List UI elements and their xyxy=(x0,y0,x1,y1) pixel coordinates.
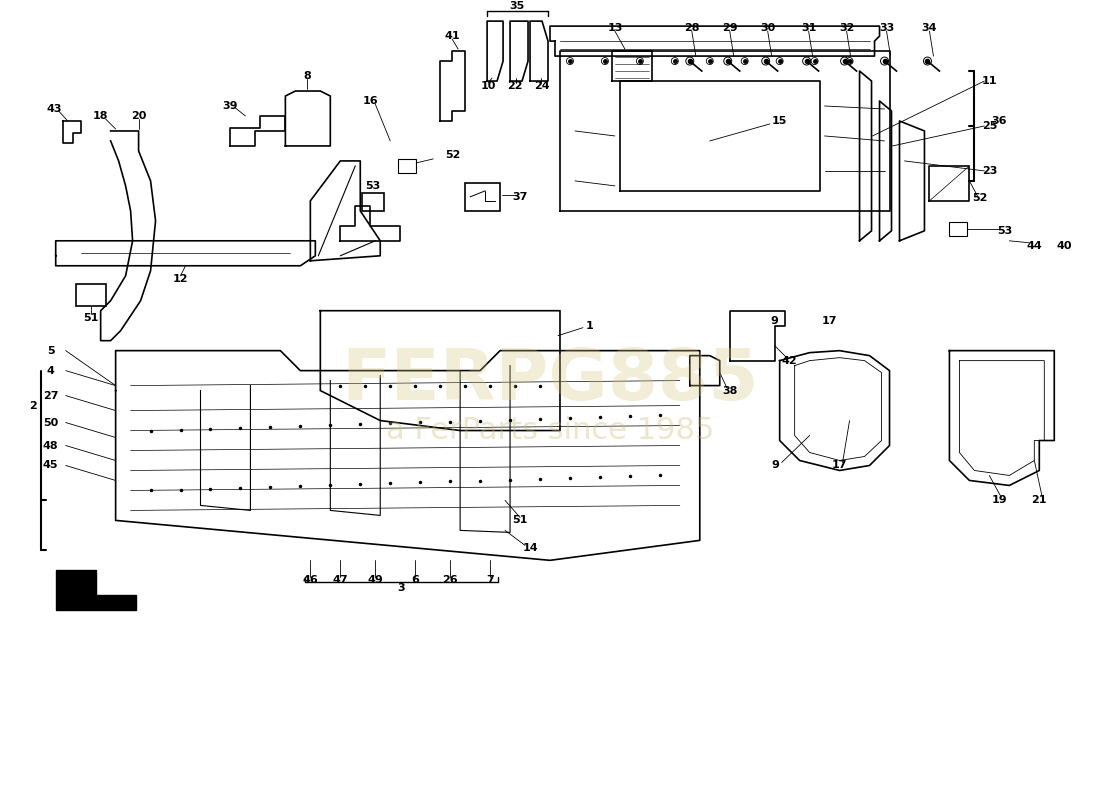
Text: 2: 2 xyxy=(29,401,36,410)
Text: 42: 42 xyxy=(782,356,797,366)
Text: 33: 33 xyxy=(879,23,894,33)
Text: 40: 40 xyxy=(1056,241,1072,250)
FancyBboxPatch shape xyxy=(949,222,967,236)
Text: 10: 10 xyxy=(481,81,496,91)
Text: 43: 43 xyxy=(47,104,63,114)
Text: 26: 26 xyxy=(442,575,458,586)
Text: 3: 3 xyxy=(397,583,405,594)
Text: 35: 35 xyxy=(509,1,525,11)
Text: 46: 46 xyxy=(302,575,318,586)
Text: 13: 13 xyxy=(607,23,623,33)
Text: 30: 30 xyxy=(760,23,775,33)
Text: 50: 50 xyxy=(43,418,58,427)
Text: 21: 21 xyxy=(1032,495,1047,506)
Text: 20: 20 xyxy=(131,111,146,121)
Text: 4: 4 xyxy=(47,366,55,376)
Text: 51: 51 xyxy=(82,313,98,322)
Text: 23: 23 xyxy=(981,166,997,176)
Text: 39: 39 xyxy=(222,101,239,111)
Text: 52: 52 xyxy=(971,193,987,203)
Text: 17: 17 xyxy=(822,316,837,326)
FancyBboxPatch shape xyxy=(362,193,384,211)
Text: 19: 19 xyxy=(991,495,1008,506)
Text: 38: 38 xyxy=(722,386,737,395)
Polygon shape xyxy=(56,570,135,610)
Text: 29: 29 xyxy=(722,23,738,33)
Text: FERPG885: FERPG885 xyxy=(341,346,759,415)
Text: 31: 31 xyxy=(801,23,816,33)
Text: 52: 52 xyxy=(446,150,461,160)
Text: 12: 12 xyxy=(173,274,188,284)
Text: 44: 44 xyxy=(1026,241,1042,250)
Text: 28: 28 xyxy=(684,23,700,33)
Text: a FerParts since 1985: a FerParts since 1985 xyxy=(386,416,714,445)
Text: 1: 1 xyxy=(586,321,594,330)
Text: 37: 37 xyxy=(513,192,528,202)
Text: 7: 7 xyxy=(486,575,494,586)
FancyBboxPatch shape xyxy=(76,284,106,306)
Text: 6: 6 xyxy=(411,575,419,586)
FancyBboxPatch shape xyxy=(465,183,501,211)
Text: 15: 15 xyxy=(772,116,788,126)
Text: 9: 9 xyxy=(771,316,779,326)
Text: 34: 34 xyxy=(922,23,937,33)
Text: 22: 22 xyxy=(507,81,522,91)
Text: 49: 49 xyxy=(367,575,383,586)
Text: 14: 14 xyxy=(522,543,538,554)
Text: 41: 41 xyxy=(444,31,460,41)
FancyBboxPatch shape xyxy=(398,159,416,173)
Text: 36: 36 xyxy=(991,116,1008,126)
Text: 53: 53 xyxy=(997,226,1012,236)
Text: 11: 11 xyxy=(981,76,997,86)
Text: 24: 24 xyxy=(535,81,550,91)
Text: 8: 8 xyxy=(304,71,311,81)
Text: 32: 32 xyxy=(839,23,855,33)
Text: 16: 16 xyxy=(362,96,378,106)
Text: 27: 27 xyxy=(43,390,58,401)
Text: 17: 17 xyxy=(832,461,847,470)
Text: 5: 5 xyxy=(47,346,55,356)
Text: 45: 45 xyxy=(43,461,58,470)
Text: 18: 18 xyxy=(92,111,109,121)
Text: 51: 51 xyxy=(513,515,528,526)
Text: 9: 9 xyxy=(772,461,780,470)
Text: 48: 48 xyxy=(43,441,58,450)
Text: 25: 25 xyxy=(981,121,997,131)
Text: 47: 47 xyxy=(332,575,348,586)
Text: 53: 53 xyxy=(365,181,381,191)
